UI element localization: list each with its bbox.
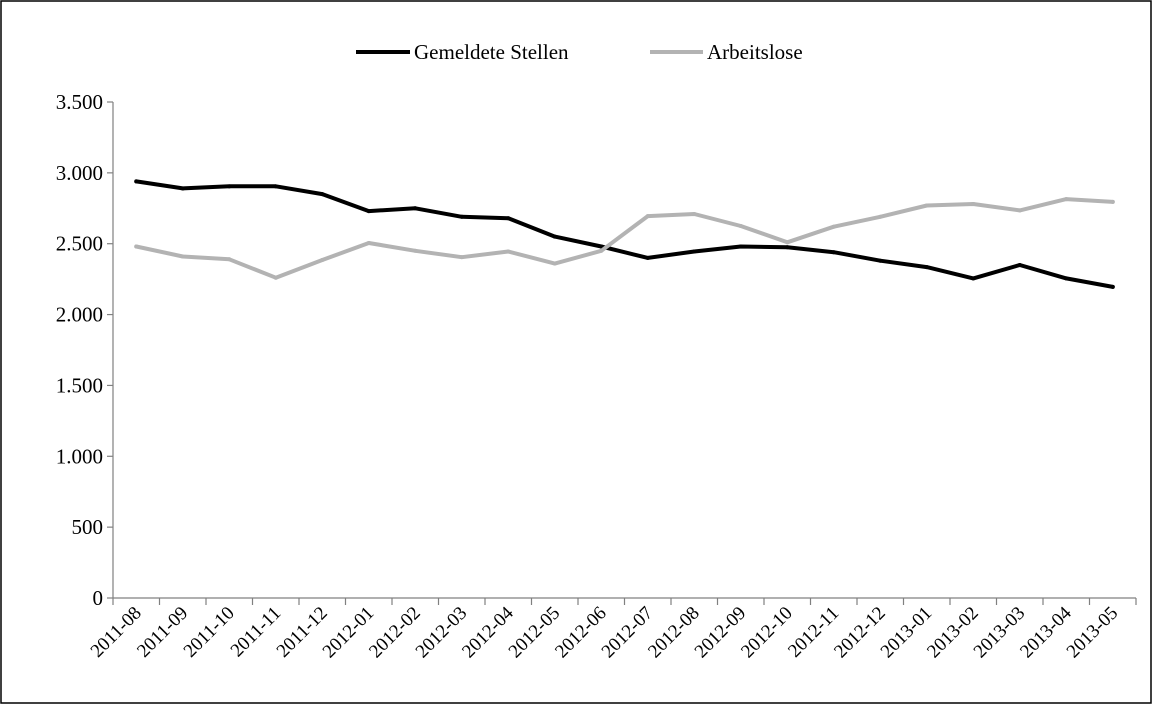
data-point <box>831 250 836 255</box>
y-tick-label: 500 <box>72 515 104 539</box>
data-point <box>1110 284 1115 289</box>
data-point <box>878 214 883 219</box>
data-point <box>1017 208 1022 213</box>
data-point <box>738 224 743 228</box>
data-point <box>227 257 232 262</box>
data-point <box>785 240 790 245</box>
data-point <box>459 255 464 260</box>
y-tick-label: 1.500 <box>56 373 103 397</box>
data-point <box>506 249 511 254</box>
data-point <box>134 179 139 184</box>
data-point <box>366 241 371 246</box>
data-point <box>1064 276 1069 281</box>
data-point <box>692 249 697 254</box>
data-point <box>831 224 836 229</box>
data-point <box>878 258 883 263</box>
series-line-0 <box>134 179 1115 289</box>
data-point <box>320 192 325 197</box>
data-point <box>645 214 650 219</box>
data-point <box>552 234 557 239</box>
data-point <box>227 184 232 189</box>
data-point <box>366 209 371 214</box>
series-line-1 <box>134 197 1115 280</box>
data-point <box>273 275 278 280</box>
data-point <box>552 261 557 266</box>
data-point <box>413 248 418 253</box>
legend: Gemeldete Stellen Arbeitslose <box>356 40 803 64</box>
data-point <box>692 211 697 216</box>
data-point <box>134 244 139 249</box>
data-point <box>1064 197 1069 202</box>
data-point <box>738 244 743 249</box>
y-tick-label: 2.000 <box>56 303 103 327</box>
data-point <box>273 184 278 189</box>
data-point <box>924 203 929 208</box>
y-tick-label: 1.000 <box>56 444 103 468</box>
data-point <box>599 244 604 249</box>
data-point <box>320 258 325 263</box>
data-point <box>413 206 418 211</box>
data-point <box>1110 199 1115 204</box>
data-point <box>924 265 929 270</box>
legend-label: Gemeldete Stellen <box>414 40 569 64</box>
y-tick-label: 3.500 <box>56 90 103 114</box>
legend-label: Arbeitslose <box>707 40 803 64</box>
data-point <box>645 255 650 260</box>
data-point <box>506 216 511 221</box>
data-point <box>180 254 185 259</box>
y-tick-label: 0 <box>93 586 104 610</box>
data-point <box>180 186 185 191</box>
data-point <box>459 214 464 219</box>
y-tick-label: 2.500 <box>56 232 103 256</box>
data-point <box>971 202 976 207</box>
data-point <box>785 245 790 250</box>
data-point <box>1017 262 1022 267</box>
data-point <box>971 276 976 281</box>
data-point <box>599 248 604 253</box>
y-tick-label: 3.000 <box>56 161 103 185</box>
series-layer <box>134 179 1115 289</box>
